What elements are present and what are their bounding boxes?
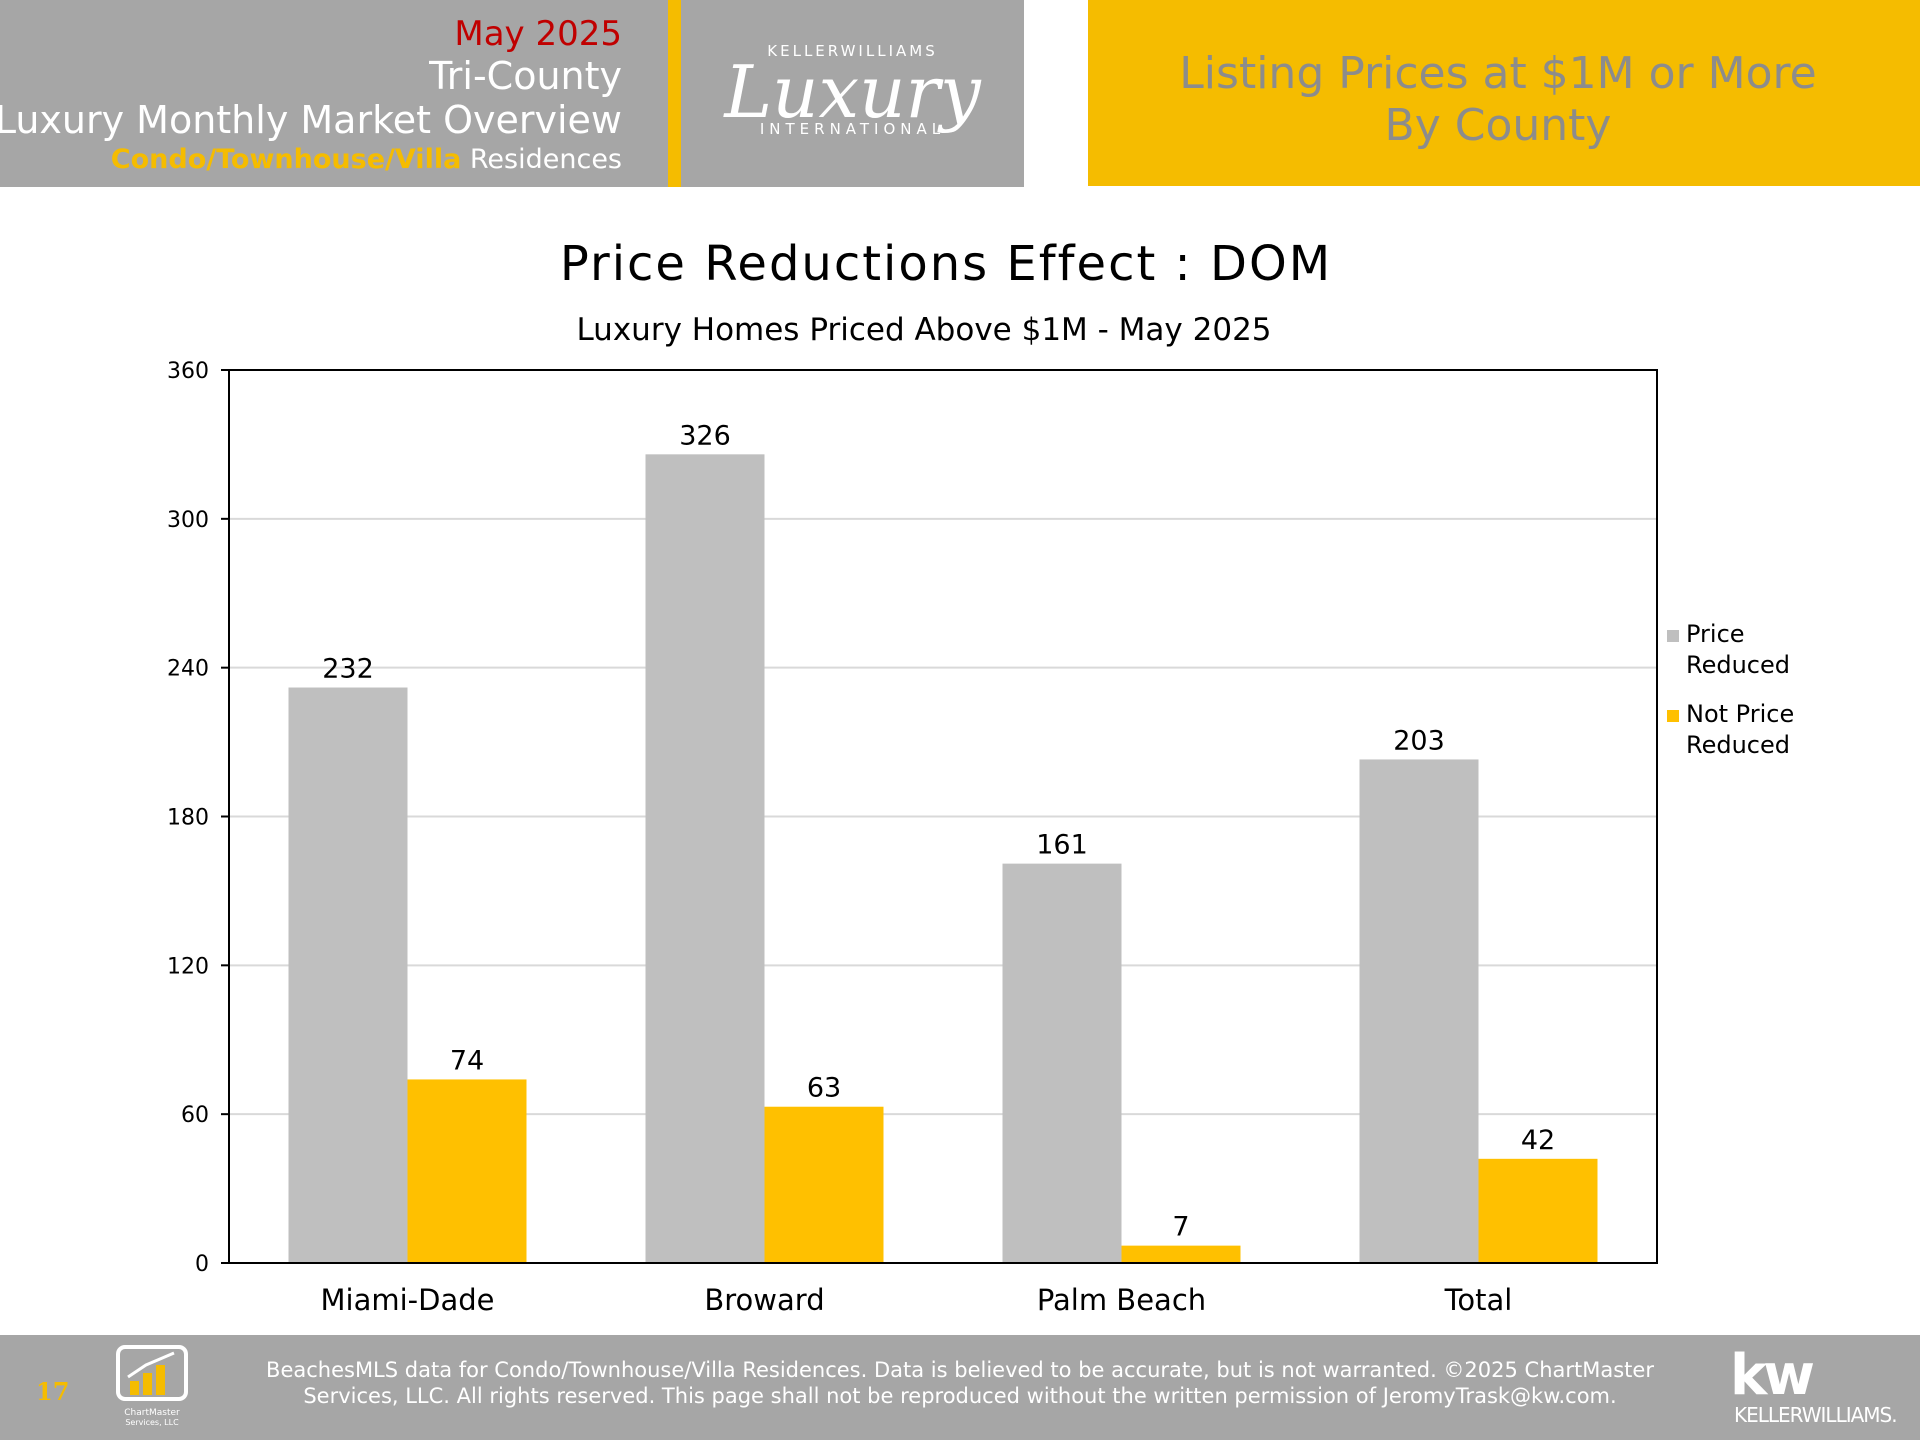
y-tick-label: 300 [167, 508, 209, 533]
data-label: 42 [1521, 1125, 1555, 1156]
footer: 17 ChartMaster Services, LLC BeachesMLS … [0, 1335, 1920, 1440]
banner-line-1: Listing Prices at $1M or More [1179, 48, 1817, 99]
kw-logo-name: KELLERWILLIAMS. [1734, 1403, 1898, 1427]
legend-label: Reduced [1686, 651, 1790, 679]
x-category-label: Palm Beach [1037, 1283, 1206, 1317]
legend-label: Reduced [1686, 731, 1790, 759]
y-tick-label: 240 [167, 657, 209, 682]
bar-not-price-reduced [1478, 1158, 1598, 1263]
report-segment: Condo/Townhouse/Villa Residences [111, 144, 622, 175]
x-category-label: Broward [704, 1283, 824, 1317]
segment-highlight: Condo/Townhouse/Villa [110, 144, 462, 175]
chartmaster-logo-line1: ChartMaster [124, 1408, 180, 1418]
chart-subtitle: Luxury Homes Priced Above $1M - May 2025 [576, 312, 1272, 348]
legend-label: Not Price [1686, 700, 1794, 728]
bar-price-reduced [1359, 759, 1479, 1263]
bar-price-reduced [1002, 863, 1122, 1263]
disclaimer-line-2: Services, LLC. All rights reserved. This… [303, 1384, 1617, 1408]
data-label: 7 [1172, 1212, 1189, 1243]
x-category-label: Total [1444, 1283, 1513, 1317]
y-tick-label: 0 [195, 1252, 209, 1277]
report-region: Tri-County [429, 54, 622, 98]
data-label: 326 [679, 420, 731, 451]
banner-line-2: By County [1384, 100, 1612, 151]
chart-title: Price Reductions Effect : DOM [559, 236, 1333, 292]
y-tick-label: 120 [167, 954, 209, 979]
legend-swatch [1667, 710, 1679, 722]
report-title: Luxury Monthly Market Overview [0, 98, 622, 142]
plot-area-border [228, 369, 1658, 1264]
header-banner: Listing Prices at $1M or More By County [1088, 0, 1920, 186]
y-tick-label: 60 [181, 1103, 209, 1128]
kw-luxury-logo: KELLERWILLIAMS Luxury INTERNATIONAL [681, 0, 1024, 187]
logo-brand-script: Luxury [724, 50, 981, 134]
bar-not-price-reduced [764, 1106, 884, 1263]
legend-swatch [1667, 630, 1679, 642]
page-number: 17 [36, 1377, 70, 1406]
bar-not-price-reduced [407, 1079, 527, 1263]
data-label: 232 [322, 654, 374, 685]
segment-rest: Residences [461, 144, 622, 175]
data-label: 203 [1393, 725, 1445, 756]
data-label: 63 [807, 1073, 841, 1104]
header-title-block: May 2025 Tri-County Luxury Monthly Marke… [0, 0, 668, 187]
bar-chart: 0 60 120 180 240 300 360 232 74 Miami-Dade 326 63 Br… [167, 359, 1794, 1317]
chartmaster-logo-icon: ChartMaster Services, LLC [116, 1345, 188, 1427]
y-tick-label: 360 [167, 359, 209, 384]
disclaimer-line-1: BeachesMLS data for Condo/Townhouse/Vill… [266, 1358, 1654, 1382]
data-label: 74 [450, 1045, 484, 1076]
logo-brand-top: KELLERWILLIAMS [767, 42, 938, 60]
kw-logo-mark: kw [1730, 1343, 1815, 1408]
x-category-label: Miami-Dade [321, 1283, 495, 1317]
logo-brand-bottom: INTERNATIONAL [759, 120, 946, 138]
legend-label: Price [1686, 620, 1745, 648]
report-date: May 2025 [454, 14, 622, 54]
bar-price-reduced [645, 454, 765, 1264]
y-tick-label: 180 [167, 806, 209, 831]
chartmaster-logo-line2: Services, LLC [125, 1418, 179, 1427]
header-divider [668, 0, 681, 187]
data-label: 161 [1036, 830, 1088, 861]
bar-price-reduced [288, 687, 408, 1263]
bar-not-price-reduced [1121, 1245, 1241, 1263]
